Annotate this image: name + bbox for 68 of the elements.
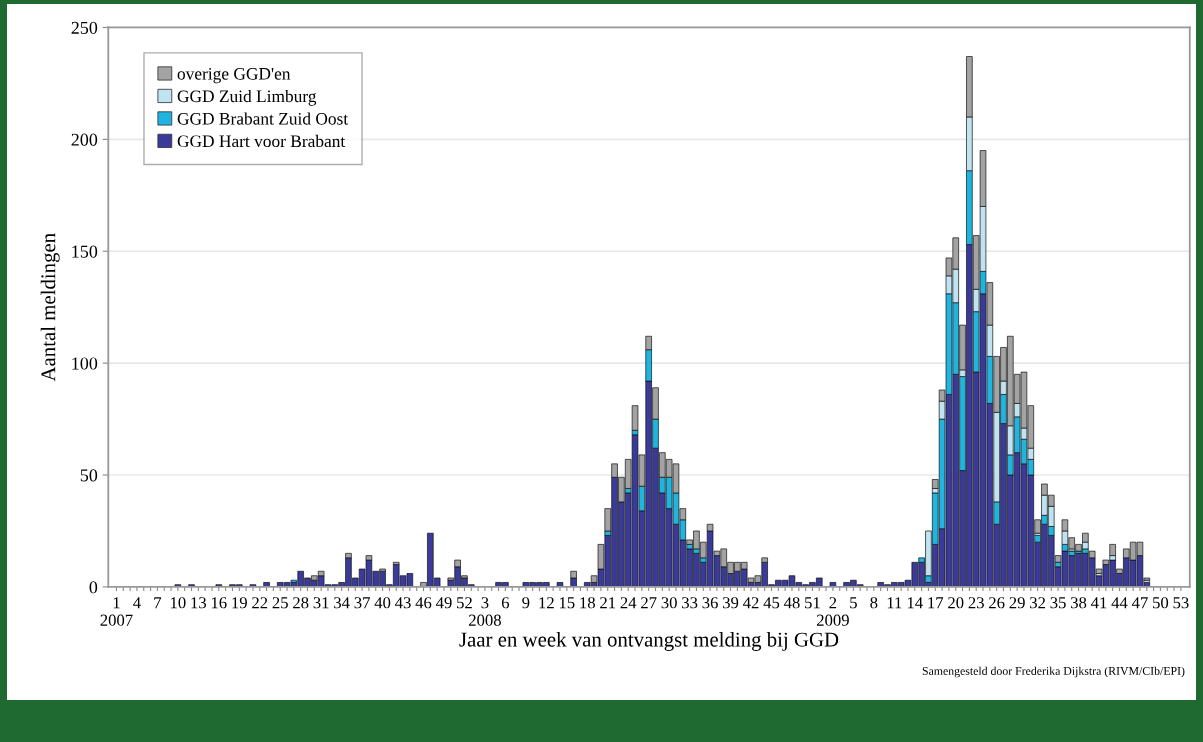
x-tick-label: 26 — [989, 597, 1005, 609]
y-tick-label: 100 — [72, 357, 98, 370]
x-tick-label: 50 — [1153, 597, 1169, 609]
x-tick-label: 37 — [354, 597, 370, 609]
x-tick-label: 34 — [334, 597, 350, 609]
x-tick-label: 47 — [1131, 597, 1148, 609]
x-tick-label: 41 — [1091, 597, 1107, 609]
bar — [829, 582, 837, 587]
x-tick-label: 30 — [661, 597, 677, 609]
bar — [263, 582, 270, 587]
x-tick-label: 6 — [501, 597, 510, 609]
x-tick-label: 45 — [763, 597, 780, 609]
x-tick-label: 32 — [1030, 597, 1046, 609]
x-tick-label: 39 — [723, 597, 739, 609]
x-tick-label: 49 — [435, 597, 452, 609]
y-tick-label: 50 — [80, 469, 98, 482]
y-tick-label: 0 — [89, 581, 98, 594]
legend-label: GGD Hart voor Brabant — [177, 134, 346, 148]
x-tick-label: 12 — [539, 597, 554, 609]
x-tick-label: 9 — [522, 597, 530, 609]
legend-label: GGD Brabant Zuid Oost — [177, 112, 349, 125]
x-tick-label: 48 — [783, 597, 800, 609]
x-tick-label: 35 — [1050, 597, 1066, 609]
x-tick-label: 43 — [395, 597, 411, 609]
legend-label: overige GGD'en — [177, 67, 291, 84]
x-tick-label: 40 — [374, 597, 391, 609]
x-tick-label: 15 — [559, 597, 575, 609]
x-tick-label: 20 — [948, 597, 964, 609]
x-tick-label: 14 — [907, 597, 923, 609]
x-tick-label: 23 — [968, 597, 984, 609]
x-tick-label: 1 2007 — [100, 597, 133, 626]
x-tick-label: 36 — [702, 597, 718, 609]
x-tick-label: 21 — [600, 597, 616, 609]
bar — [556, 582, 564, 587]
x-tick-label: 38 — [1071, 597, 1087, 609]
x-tick-label: 16 — [211, 597, 227, 609]
x-tick-label: 46 — [415, 597, 432, 609]
x-tick-label: 11 — [887, 597, 902, 609]
x-tick-label: 10 — [171, 597, 186, 609]
x-tick-label: 8 — [870, 597, 878, 609]
x-tick-label: 53 — [1173, 597, 1189, 609]
x-tick-label: 28 — [293, 597, 309, 609]
text: Samengesteld door Frederika Dijkstra (RIVM/CIb/EPI) — [922, 666, 1185, 678]
x-tick-label: 42 — [743, 597, 759, 609]
x-tick-label: 19 — [232, 597, 247, 609]
x-tick-label: 17 — [928, 597, 944, 609]
x-tick-label: 24 — [620, 597, 637, 609]
x-axis-title: Jaar en week van ontvangst melding bij GGD — [459, 631, 839, 651]
y-tick-label: 200 — [71, 133, 98, 146]
bar — [631, 405, 639, 431]
x-tick-label: 52 — [457, 597, 472, 609]
y-tick-label: 150 — [72, 245, 98, 258]
x-tick-label: 4 — [133, 597, 141, 609]
x-tick-label: 51 — [805, 597, 820, 609]
y-tick-label: 250 — [71, 21, 98, 34]
x-tick-label: 27 — [641, 597, 657, 609]
y-axis-title: Aantal meldingen — [40, 233, 60, 382]
x-tick-label: 29 — [1009, 597, 1025, 609]
x-tick-label: 44 — [1111, 597, 1128, 609]
legend-label: GGD Zuid Limburg — [177, 89, 317, 106]
x-tick-label: 33 — [682, 597, 698, 609]
x-tick-label: 18 — [580, 597, 595, 609]
x-tick-label: 7 — [154, 597, 162, 609]
x-tick-label: 31 — [313, 597, 329, 609]
x-tick-label: 25 — [272, 597, 288, 609]
x-tick-label: 13 — [191, 597, 207, 609]
x-tick-label: 22 — [252, 597, 268, 609]
x-tick-label: 5 — [850, 597, 857, 609]
